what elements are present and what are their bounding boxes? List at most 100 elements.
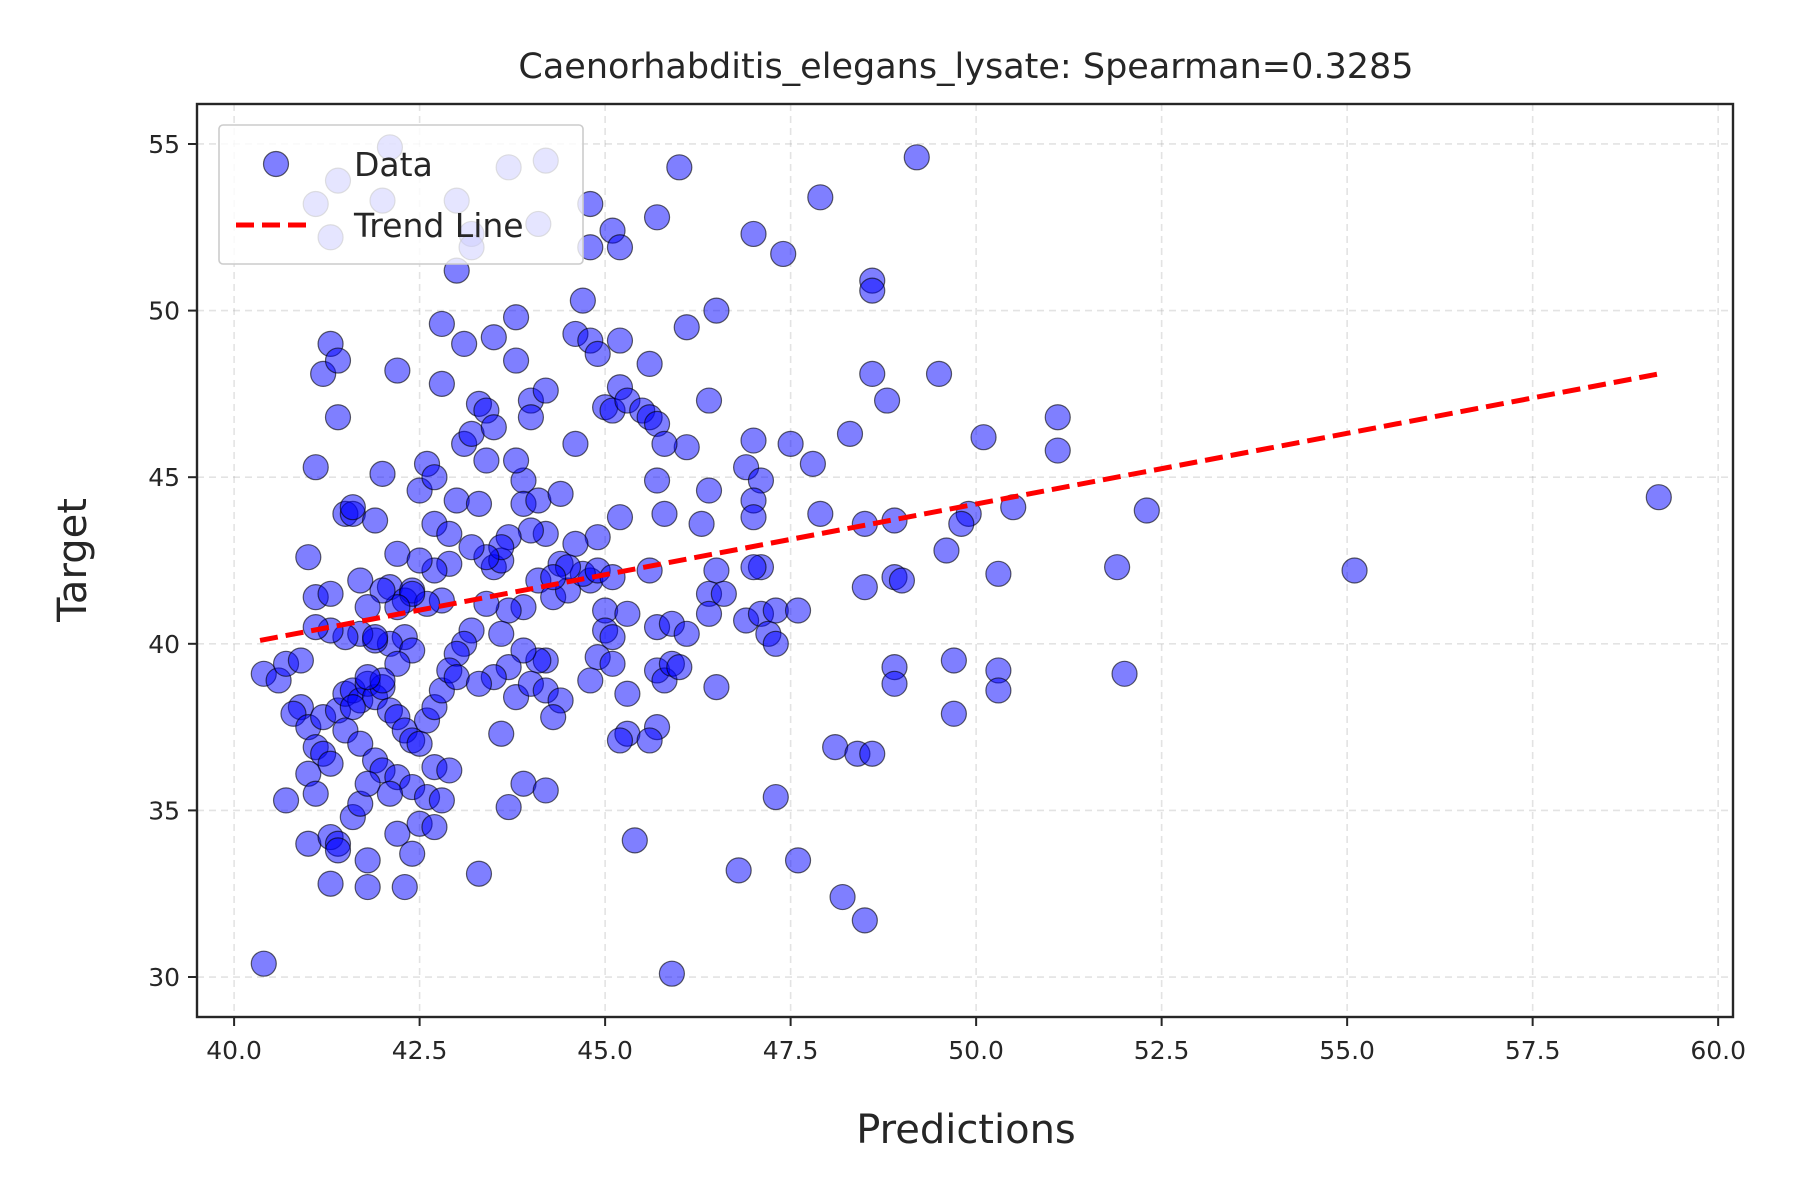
data-point — [562, 430, 589, 457]
data-point — [710, 580, 737, 607]
data-point — [272, 787, 300, 814]
data-point — [903, 144, 930, 171]
data-point — [859, 277, 886, 304]
legend-data-marker — [262, 150, 290, 178]
y-tick-label: 45 — [148, 463, 180, 492]
data-point — [614, 680, 641, 707]
data-point — [488, 720, 515, 747]
x-tick-label: 42.5 — [392, 1036, 448, 1065]
data-point — [688, 510, 715, 537]
data-point — [740, 554, 767, 581]
data-point — [436, 757, 463, 784]
data-point — [458, 420, 485, 447]
data-point — [451, 330, 478, 358]
data-point — [443, 487, 470, 514]
data-point — [822, 733, 849, 761]
data-point — [658, 960, 685, 987]
data-point — [384, 650, 411, 677]
data-point — [317, 580, 344, 607]
data-point — [525, 487, 552, 514]
data-point — [347, 567, 374, 594]
data-point — [510, 770, 537, 797]
data-point — [695, 387, 723, 414]
data-point — [369, 577, 396, 604]
y-axis-ticks: 30 35 40 45 50 55 — [148, 130, 197, 992]
data-point — [510, 637, 537, 664]
data-point — [406, 730, 433, 757]
data-point — [406, 547, 433, 574]
data-point — [584, 340, 611, 368]
data-point — [302, 454, 329, 481]
data-point — [250, 950, 277, 977]
data-point — [1645, 484, 1672, 511]
data-point — [599, 650, 626, 677]
data-point — [488, 620, 515, 647]
data-point — [458, 534, 485, 561]
x-tick-label: 47.5 — [763, 1036, 819, 1065]
data-point — [762, 783, 789, 811]
data-point — [621, 827, 648, 854]
data-point — [940, 647, 967, 674]
data-point — [859, 740, 886, 767]
legend: Data Trend Line — [218, 124, 584, 265]
y-tick-label: 50 — [148, 297, 180, 326]
data-point — [762, 597, 789, 624]
data-point — [421, 813, 448, 841]
data-point — [643, 467, 671, 494]
x-tick-label: 40.0 — [206, 1036, 262, 1065]
data-point — [324, 837, 352, 864]
data-point — [1044, 404, 1071, 431]
data-point — [480, 414, 507, 441]
data-point — [851, 907, 878, 934]
data-point — [324, 404, 352, 431]
data-point — [606, 327, 634, 354]
data-point — [651, 500, 678, 527]
data-point — [636, 727, 663, 754]
y-tick-label: 55 — [148, 130, 180, 159]
data-point — [517, 517, 545, 544]
y-tick-label: 40 — [148, 630, 180, 659]
data-point — [376, 780, 404, 807]
data-point — [384, 540, 411, 567]
data-point — [495, 793, 522, 821]
data-point — [948, 510, 975, 537]
data-point — [428, 787, 455, 814]
data-point — [354, 847, 381, 874]
data-point — [502, 304, 530, 331]
data-point — [465, 860, 493, 887]
data-point — [614, 600, 641, 627]
chart-title: Caenorhabditis_elegans_lysate: Spearman=… — [518, 47, 1413, 87]
data-point — [933, 537, 960, 564]
data-point — [495, 597, 522, 624]
data-point — [673, 434, 700, 461]
data-point — [888, 567, 916, 594]
trend-line-group — [259, 371, 1660, 643]
data-point — [502, 447, 530, 474]
x-tick-label: 45.0 — [577, 1036, 633, 1065]
data-point — [725, 857, 752, 884]
data-point — [703, 557, 730, 584]
data-point — [799, 450, 826, 477]
data-point — [970, 424, 997, 451]
data-point — [428, 310, 455, 338]
y-tick-label: 30 — [148, 963, 180, 992]
y-tick-label: 35 — [148, 796, 180, 825]
data-point — [465, 670, 493, 697]
data-point — [436, 520, 463, 547]
data-point — [740, 427, 767, 454]
data-point — [421, 464, 448, 491]
data-point — [428, 370, 455, 397]
data-point — [562, 530, 589, 557]
data-point — [502, 347, 530, 374]
data-point — [384, 820, 411, 847]
data-point — [643, 204, 671, 231]
data-point — [695, 600, 723, 627]
data-point — [807, 500, 834, 527]
data-point — [361, 624, 389, 651]
y-axis-title: Target — [50, 498, 96, 623]
data-point — [703, 297, 730, 324]
data-point — [829, 883, 856, 911]
data-point — [324, 347, 352, 374]
data-point — [985, 677, 1012, 704]
